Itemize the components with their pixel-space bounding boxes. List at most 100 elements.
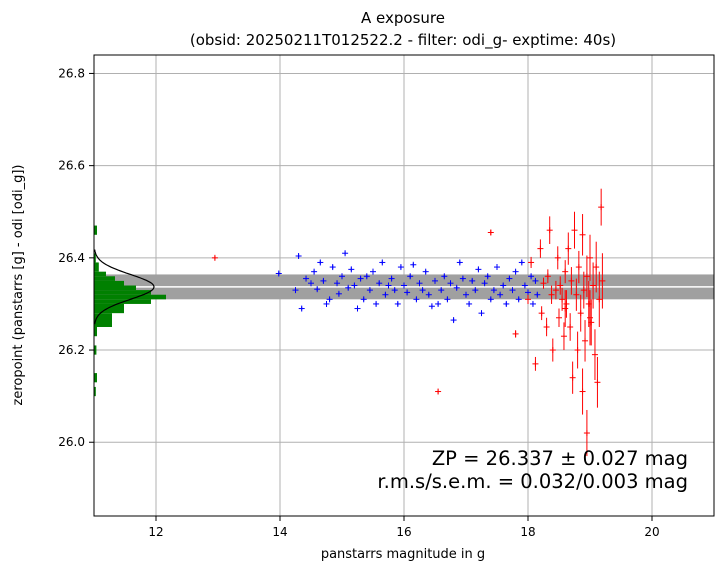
y-tick-label: 26.0: [58, 435, 85, 449]
rejected-star-point: [590, 262, 597, 309]
rejected-star-point: [579, 368, 586, 415]
rejected-star-point: [575, 250, 582, 284]
rejected-star-point: [563, 290, 570, 318]
used-star-point: [497, 291, 504, 298]
used-star-point: [394, 300, 401, 307]
histogram-bar: [94, 345, 97, 355]
rejected-star-point: [569, 361, 576, 394]
rejected-star-point: [211, 254, 218, 261]
used-star-point: [317, 259, 324, 266]
used-star-point: [487, 296, 494, 303]
used-star-point: [382, 291, 389, 298]
rms-annotation: r.m.s/s.e.m. = 0.032/0.003 mag: [377, 470, 688, 493]
x-tick-label: 16: [396, 525, 411, 539]
rejected-star-point: [562, 290, 569, 327]
used-star-point: [494, 264, 500, 271]
used-star-point: [500, 282, 507, 289]
histogram-bar: [94, 253, 96, 263]
used-star-point: [428, 303, 435, 310]
gaussian-curve: [94, 249, 155, 325]
used-star-point: [469, 277, 476, 284]
y-axis-ticks: 26.0 26.2 26.4 26.6 26.8: [58, 66, 94, 449]
rejected-star-point: [598, 188, 605, 226]
used-star-point: [370, 268, 376, 275]
used-star-point: [385, 282, 392, 289]
y-tick-label: 26.8: [58, 66, 85, 80]
rejected-star-point: [556, 308, 562, 327]
used-star-point: [525, 289, 531, 296]
used-star-point: [379, 259, 386, 266]
rejected-star-point: [582, 320, 589, 362]
rejected-star-point: [587, 290, 593, 346]
used-star-point: [484, 273, 491, 280]
used-star-point: [329, 264, 336, 271]
rejected-star-point: [580, 271, 587, 309]
used-star-point: [456, 259, 463, 266]
used-star-point: [534, 291, 541, 298]
used-star-point: [308, 280, 314, 287]
rejected-star-point: [559, 287, 566, 311]
rejected-star-point: [543, 317, 550, 337]
used-star-point: [357, 275, 364, 282]
histogram-bar: [94, 313, 112, 327]
used-star-point: [529, 300, 536, 307]
used-star-point: [335, 290, 342, 297]
histogram-bar: [94, 373, 97, 383]
rejected-star-point: [583, 409, 590, 457]
rejected-star-point: [548, 285, 555, 304]
histogram-bar: [94, 326, 97, 337]
rejected-star-point: [487, 229, 494, 236]
rejected-star-point: [583, 255, 590, 298]
rejected-star-point: [544, 269, 551, 284]
used-star-point: [295, 252, 302, 259]
y-tick-label: 26.6: [58, 159, 85, 173]
used-star-point: [363, 273, 370, 280]
rejected-star-point: [560, 322, 567, 351]
used-star-point: [432, 277, 438, 284]
used-star-point: [444, 296, 451, 303]
used-star-point: [450, 317, 457, 324]
rejected-star-point: [588, 299, 595, 346]
used-star-point: [323, 300, 330, 307]
histogram-bar: [94, 285, 136, 291]
used-star-point: [509, 287, 516, 294]
histogram-bar: [94, 294, 166, 300]
rejected-star-point: [537, 239, 544, 258]
used-star-point: [422, 268, 429, 275]
rejected-star-point: [528, 256, 535, 268]
used-star-point: [345, 284, 352, 291]
x-tick-label: 18: [520, 525, 535, 539]
histogram-bar: [94, 271, 106, 277]
data-points: [211, 188, 606, 457]
used-star-point: [360, 296, 367, 303]
y-tick-label: 26.2: [58, 343, 85, 357]
used-star-point: [348, 266, 355, 273]
used-star-point: [410, 261, 417, 268]
used-star-point: [413, 296, 420, 303]
used-star-point: [339, 273, 345, 280]
rejected-star-point: [512, 330, 519, 338]
x-tick-label: 20: [644, 525, 659, 539]
rejected-star-point: [546, 216, 553, 245]
used-star-point: [391, 287, 398, 294]
used-star-point: [532, 277, 539, 284]
used-star-point: [481, 280, 488, 287]
histogram: [94, 225, 166, 397]
rejected-star-point: [574, 331, 581, 369]
used-star-point: [388, 275, 395, 282]
zeropoint-annotation: ZP = 26.337 ± 0.027 mag: [432, 447, 688, 470]
rejected-star-point: [573, 278, 580, 311]
chart-title-line2: (obsid: 20250211T012522.2 - filter: odi_…: [190, 31, 616, 50]
rejected-star-point: [540, 277, 547, 289]
used-star-point: [512, 268, 519, 275]
used-star-point: [275, 270, 282, 277]
used-star-point: [401, 282, 407, 289]
used-star-point: [466, 300, 473, 307]
rejected-star-point: [549, 338, 556, 362]
used-star-point: [366, 287, 373, 294]
histogram-bar: [94, 225, 97, 235]
rejected-star-point: [538, 306, 545, 321]
x-axis-ticks: 12 14 16 18 20: [148, 516, 660, 539]
used-star-point: [404, 289, 411, 296]
